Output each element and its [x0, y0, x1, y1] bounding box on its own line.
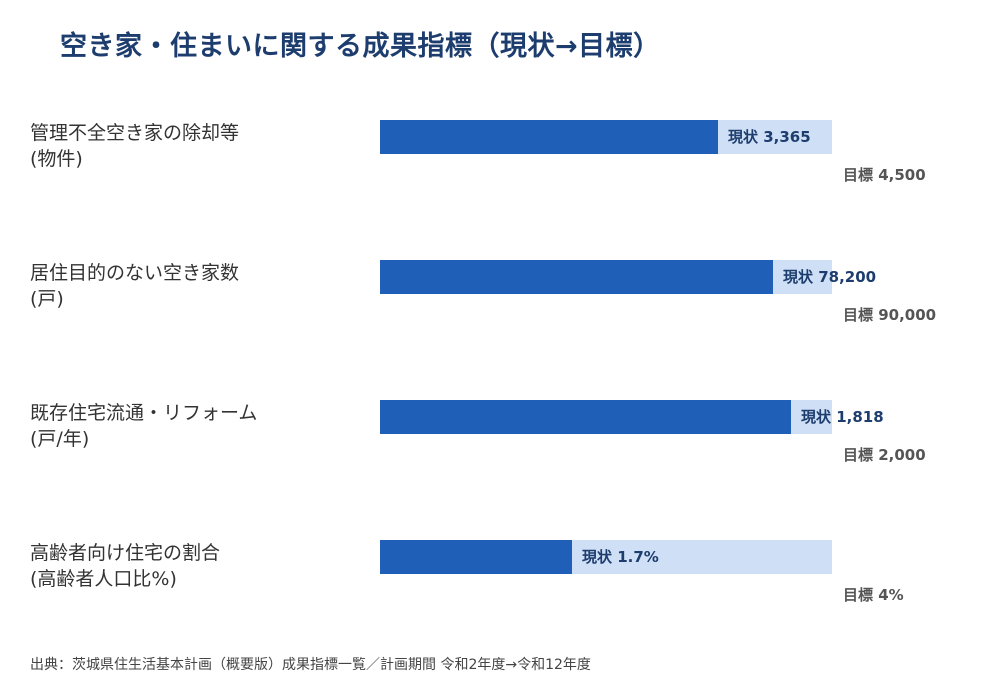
chart-title: 空き家・住まいに関する成果指標（現状→目標）: [60, 31, 661, 62]
target-value-label: 目標 4%: [843, 586, 904, 604]
target-bar: 現状 1,818: [380, 400, 884, 434]
current-value-label: 現状 1,818: [801, 408, 884, 426]
indicator-name: 高齢者向け住宅の割合: [30, 542, 221, 564]
current-bar: [380, 260, 773, 294]
current-value-label: 現状 78,200: [783, 268, 877, 286]
current-bar: [380, 400, 791, 434]
indicator-unit: (物件): [30, 148, 83, 170]
current-bar: [380, 540, 572, 574]
target-bar: 現状 1.7%: [380, 540, 832, 574]
indicator-name: 既存住宅流通・リフォーム: [30, 402, 258, 424]
target-value-label: 目標 4,500: [843, 166, 926, 184]
row-label: 居住目的のない空き家数 (戸): [30, 260, 360, 312]
row-label: 管理不全空き家の除却等 (物件): [30, 120, 360, 172]
current-value-label: 現状 3,365: [728, 128, 811, 146]
chart-row: 高齢者向け住宅の割合 (高齢者人口比%) 現状 1.7% 目標 4%: [0, 540, 1000, 620]
indicator-unit: (戸): [30, 288, 64, 310]
target-value-label: 目標 2,000: [843, 446, 926, 464]
indicator-unit: (高齢者人口比%): [30, 568, 177, 590]
target-bar: 現状 3,365: [380, 120, 832, 154]
current-bar: [380, 120, 718, 154]
row-label: 高齢者向け住宅の割合 (高齢者人口比%): [30, 540, 360, 592]
current-value-label: 現状 1.7%: [582, 548, 659, 566]
chart-row: 既存住宅流通・リフォーム (戸/年) 現状 1,818 目標 2,000: [0, 400, 1000, 480]
indicator-unit: (戸/年): [30, 428, 90, 450]
chart-row: 管理不全空き家の除却等 (物件) 現状 3,365 目標 4,500: [0, 120, 1000, 200]
target-value-label: 目標 90,000: [843, 306, 937, 324]
target-bar: 現状 78,200: [380, 260, 876, 294]
chart-row: 居住目的のない空き家数 (戸) 現状 78,200 目標 90,000: [0, 260, 1000, 340]
row-label: 既存住宅流通・リフォーム (戸/年): [30, 400, 360, 452]
source-note: 出典：茨城県住生活基本計画（概要版）成果指標一覧／計画期間 令和2年度→令和12…: [30, 657, 591, 673]
indicator-name: 居住目的のない空き家数: [30, 262, 240, 284]
indicator-name: 管理不全空き家の除却等: [30, 122, 240, 144]
